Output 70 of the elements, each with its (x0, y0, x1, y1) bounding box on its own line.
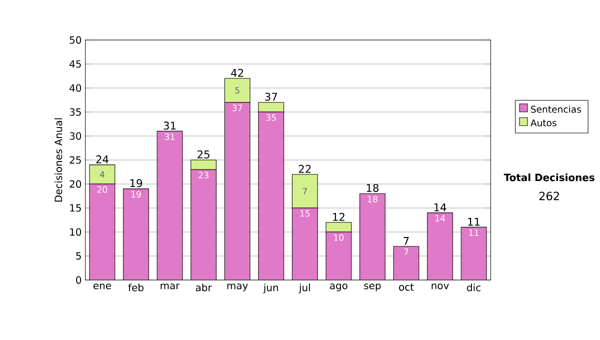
bar (427, 212, 453, 280)
data-label: 19 (131, 191, 141, 198)
data-label: 23 (198, 172, 208, 178)
x-tick-label: ene (93, 284, 111, 290)
bar (394, 246, 419, 280)
legend-label: Autos (530, 119, 556, 126)
bar (292, 174, 318, 208)
bar (157, 131, 182, 280)
y-tick-label: 15 (70, 204, 81, 212)
total-label: 19 (130, 179, 142, 188)
bar (190, 160, 216, 170)
bar (460, 226, 487, 280)
y-tick-label: 40 (70, 84, 82, 92)
total-label: 22 (298, 164, 311, 173)
data-label: 15 (300, 210, 310, 217)
data-label: 18 (368, 196, 378, 202)
total-label: 12 (333, 212, 344, 221)
bar (224, 102, 250, 280)
text: 262 (539, 192, 559, 200)
data-label: 7 (404, 248, 408, 255)
y-axis-title: Decisiones Anual (54, 118, 62, 202)
total-label: 25 (198, 150, 210, 158)
text: Total Decisiones (504, 173, 594, 182)
x-tick-label: ago (330, 284, 348, 292)
total-label: 24 (96, 155, 108, 164)
total-label: 14 (434, 203, 446, 212)
total-label: 31 (164, 122, 176, 130)
data-label: 37 (232, 104, 242, 112)
x-tick-label: feb (128, 284, 144, 292)
total-label: 37 (265, 92, 277, 101)
bar (258, 112, 284, 280)
x-tick-label: sep (364, 284, 381, 292)
x-tick-label: may (227, 284, 248, 292)
y-tick-label: 20 (70, 180, 82, 188)
data-label: 4 (100, 171, 104, 178)
data-label: 31 (164, 133, 174, 140)
x-tick-label: jul (298, 284, 310, 294)
bar (360, 194, 386, 280)
y-tick-label: 50 (70, 36, 82, 44)
y-tick-label: 30 (70, 132, 82, 140)
x-tick-label: oct (399, 284, 414, 291)
y-tick-label: 5 (76, 252, 81, 260)
y-tick-label: 10 (70, 228, 82, 236)
total-label: 18 (366, 184, 378, 192)
data-label: 20 (97, 186, 108, 193)
bar (190, 170, 216, 280)
data-label: 10 (334, 234, 344, 241)
x-tick-label: mar (160, 284, 180, 290)
bar (326, 222, 352, 232)
y-tick-label: 0 (76, 276, 82, 284)
bar (292, 208, 318, 280)
total-label: 11 (468, 218, 480, 226)
legend-label: Sentencias (531, 106, 581, 113)
data-label: 7 (302, 188, 307, 194)
y-tick-label: 45 (70, 60, 81, 68)
total-label: 7 (404, 237, 409, 245)
bar (123, 188, 149, 280)
x-tick-label: nov (432, 284, 449, 290)
y-tick-label: 35 (70, 108, 81, 116)
x-tick-label: dic (467, 284, 480, 292)
x-tick-label: abr (196, 284, 212, 292)
y-tick-label: 25 (70, 156, 81, 164)
bar (90, 184, 115, 280)
bar (326, 232, 352, 280)
total-label: 42 (231, 68, 244, 77)
data-label: 14 (435, 215, 446, 222)
data-label: 11 (469, 229, 478, 236)
data-label: 5 (235, 87, 240, 94)
x-tick-label: jun (263, 284, 278, 294)
data-label: 35 (266, 114, 276, 121)
